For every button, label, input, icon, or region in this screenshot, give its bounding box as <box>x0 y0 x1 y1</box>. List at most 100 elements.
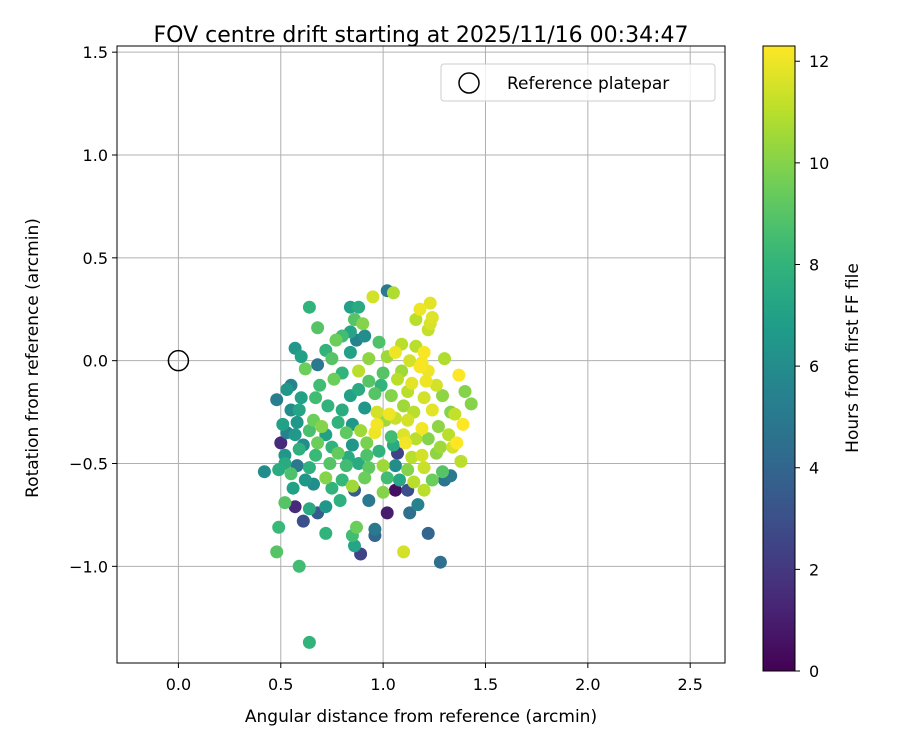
data-point <box>354 424 368 438</box>
data-point <box>288 428 302 442</box>
data-point <box>323 457 337 470</box>
data-point <box>358 329 372 343</box>
data-point <box>372 444 386 458</box>
x-axis-label: Angular distance from reference (arcmin) <box>245 707 597 727</box>
data-point <box>313 378 327 392</box>
data-point <box>325 352 339 366</box>
legend-open-circle-icon <box>458 72 480 94</box>
data-point <box>362 374 376 388</box>
data-point <box>352 300 366 314</box>
data-points <box>257 284 478 649</box>
data-point <box>302 424 316 438</box>
data-point <box>458 385 472 398</box>
y-tick-label: −0.5 <box>69 455 108 474</box>
data-point <box>257 465 271 479</box>
data-point <box>294 350 308 364</box>
data-point <box>292 442 306 456</box>
x-tick-label: 0.5 <box>268 675 293 694</box>
x-tick-label: 2.0 <box>575 675 600 694</box>
colorbar-tick-label: 8 <box>809 255 819 274</box>
colorbar-tick-label: 4 <box>809 459 819 478</box>
data-point <box>311 321 325 335</box>
reference-marker <box>167 349 190 372</box>
data-point <box>356 317 370 331</box>
data-point <box>401 463 415 477</box>
data-point <box>298 473 312 487</box>
data-point <box>397 399 411 413</box>
colorbar-tick-label: 10 <box>809 154 829 173</box>
y-axis-label: Rotation from reference (arcmin) <box>23 218 43 498</box>
data-point <box>436 389 449 403</box>
colorbar-tick-label: 6 <box>809 357 819 376</box>
data-point <box>286 481 300 495</box>
y-tick-label: −1.0 <box>69 557 108 576</box>
data-point <box>415 448 429 462</box>
data-point <box>272 520 286 534</box>
data-point <box>454 454 468 468</box>
plot-frame <box>116 45 726 664</box>
data-point <box>425 311 439 324</box>
data-point <box>431 420 445 433</box>
data-point <box>370 405 384 419</box>
data-point <box>288 500 302 514</box>
data-point <box>319 526 333 540</box>
legend: Reference platepar <box>440 63 716 102</box>
data-point <box>352 364 366 378</box>
data-point <box>376 485 390 499</box>
data-point <box>345 479 359 493</box>
data-point <box>403 354 417 368</box>
data-point <box>292 559 306 573</box>
data-point <box>339 426 353 440</box>
data-point <box>401 413 415 427</box>
x-tick-label: 1.0 <box>370 675 395 694</box>
data-point <box>296 514 310 528</box>
data-point <box>380 506 394 520</box>
data-point <box>350 520 363 534</box>
data-point <box>366 290 380 304</box>
x-tick-label: 2.5 <box>677 675 702 694</box>
data-point <box>319 471 333 485</box>
data-point <box>343 345 357 359</box>
data-point <box>405 376 419 390</box>
data-point <box>302 635 316 649</box>
colorbar-tick-label: 0 <box>809 662 819 681</box>
data-point <box>391 372 404 386</box>
data-point <box>329 333 343 347</box>
x-axis-ticks: 0.0 0.5 1.0 1.5 2.0 2.5 <box>166 663 703 694</box>
data-point <box>419 374 433 388</box>
data-point <box>388 483 402 497</box>
data-point <box>425 473 439 487</box>
data-point <box>382 407 396 421</box>
data-point <box>276 417 290 431</box>
data-point <box>442 428 456 442</box>
legend-box <box>440 63 716 102</box>
data-point <box>384 389 398 403</box>
data-point <box>411 498 425 512</box>
colorbar-tick-label: 12 <box>809 52 829 71</box>
data-point <box>417 461 431 475</box>
data-point <box>270 545 284 559</box>
legend-entry-label: Reference platepar <box>507 74 669 94</box>
data-point <box>284 467 298 481</box>
data-point <box>368 522 382 536</box>
data-point <box>278 496 292 510</box>
y-tick-label: 0.0 <box>83 352 108 371</box>
data-point <box>292 403 306 417</box>
data-point <box>339 459 353 473</box>
data-point <box>409 313 423 326</box>
chart-title: FOV centre drift starting at 2025/11/16 … <box>154 23 689 48</box>
data-point <box>372 335 386 349</box>
data-point <box>409 432 423 446</box>
data-point <box>380 471 394 485</box>
y-tick-label: 0.5 <box>83 249 108 268</box>
data-point <box>358 401 372 415</box>
data-point <box>386 286 400 300</box>
data-point <box>335 403 349 417</box>
data-point <box>360 436 374 450</box>
data-point <box>280 383 294 396</box>
data-point <box>429 378 443 392</box>
data-point <box>399 436 413 450</box>
data-point <box>311 358 325 372</box>
data-point <box>403 506 417 520</box>
